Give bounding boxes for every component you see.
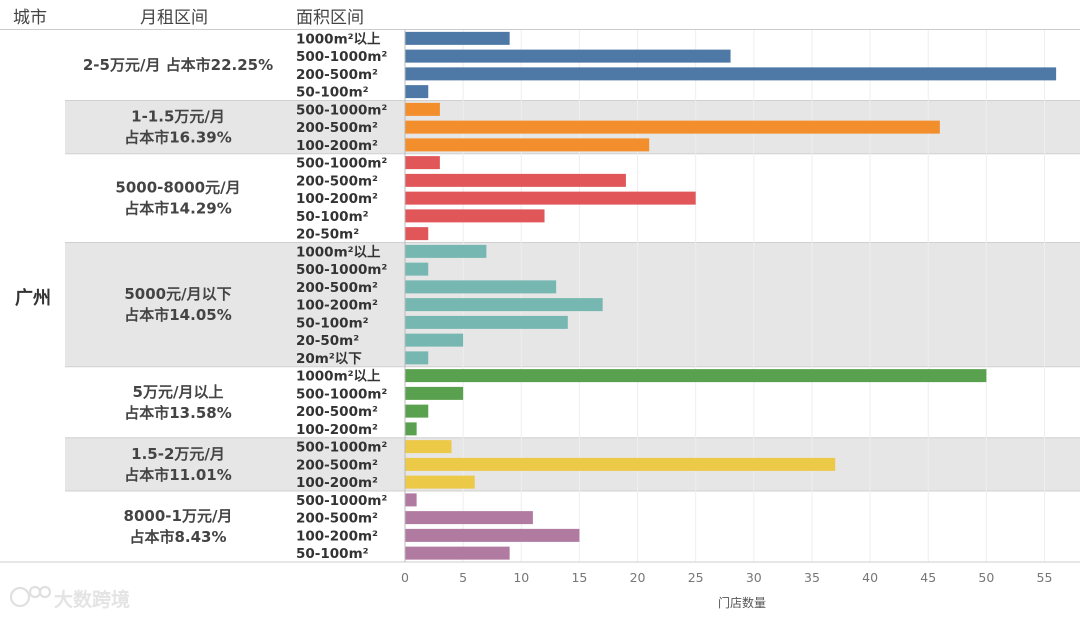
area-label: 500-1000m² bbox=[296, 262, 387, 278]
x-axis-title: 门店数量 bbox=[718, 595, 766, 610]
rent-group-label: 5万元/月以上 bbox=[133, 383, 224, 401]
x-tick-label: 15 bbox=[571, 570, 587, 585]
area-label: 20-50m² bbox=[296, 333, 359, 349]
area-label: 100-200m² bbox=[296, 422, 378, 438]
rent-group-label: 5000元/月以下 bbox=[124, 285, 231, 303]
bars bbox=[405, 31, 1057, 560]
bar bbox=[405, 173, 626, 187]
rent-group-label: 2-5万元/月 占本市22.25% bbox=[83, 56, 273, 74]
area-label: 50-100m² bbox=[296, 85, 369, 101]
bar bbox=[405, 404, 429, 418]
bar bbox=[405, 386, 464, 400]
bar bbox=[405, 369, 987, 383]
rent-group-label: 占本市8.43% bbox=[129, 528, 226, 546]
bar bbox=[405, 528, 580, 542]
x-tick-label: 0 bbox=[401, 570, 409, 585]
rent-group-label: 5000-8000元/月 bbox=[115, 179, 240, 197]
area-label: 200-500m² bbox=[296, 67, 378, 83]
bar bbox=[405, 227, 429, 241]
x-tick-label: 55 bbox=[1037, 570, 1053, 585]
x-tick-label: 40 bbox=[862, 570, 878, 585]
x-tick-label: 35 bbox=[804, 570, 820, 585]
area-label: 500-1000m² bbox=[296, 493, 387, 509]
area-label: 100-200m² bbox=[296, 191, 378, 207]
bar bbox=[405, 102, 440, 116]
watermark-text: 大数跨境 bbox=[54, 588, 130, 611]
bar bbox=[405, 120, 940, 134]
area-label: 50-100m² bbox=[296, 209, 369, 225]
x-tick-label: 25 bbox=[688, 570, 704, 585]
area-label: 1000m²以上 bbox=[296, 31, 381, 47]
area-label: 100-200m² bbox=[296, 298, 378, 314]
bar bbox=[405, 298, 603, 312]
area-label: 1000m²以上 bbox=[296, 244, 381, 260]
area-label: 500-1000m² bbox=[296, 49, 387, 65]
bar bbox=[405, 67, 1057, 81]
rent-group-label: 占本市11.01% bbox=[124, 466, 231, 484]
area-label: 500-1000m² bbox=[296, 440, 387, 456]
rent-group-label: 8000-1万元/月 bbox=[124, 507, 233, 525]
bar bbox=[405, 138, 650, 152]
area-label: 500-1000m² bbox=[296, 386, 387, 402]
bar bbox=[405, 457, 836, 471]
area-label: 20m²以下 bbox=[296, 351, 362, 367]
bar bbox=[405, 49, 731, 63]
rent-group-label: 占本市14.05% bbox=[124, 306, 231, 324]
city-label: 广州 bbox=[15, 287, 51, 309]
x-tick-label: 30 bbox=[746, 570, 762, 585]
bar bbox=[405, 511, 533, 525]
bar bbox=[405, 209, 545, 223]
row-labels: 2-5万元/月 占本市22.25%1000m²以上500-1000m²200-5… bbox=[83, 31, 388, 562]
rent-group-label: 1.5-2万元/月 bbox=[131, 445, 225, 463]
bar bbox=[405, 333, 464, 347]
area-label: 500-1000m² bbox=[296, 156, 387, 172]
x-tick-label: 5 bbox=[459, 570, 467, 585]
x-gridlines bbox=[404, 29, 1045, 562]
bar bbox=[405, 280, 557, 294]
x-tick-label: 20 bbox=[630, 570, 646, 585]
bar bbox=[405, 351, 429, 365]
bar bbox=[405, 422, 417, 436]
area-label: 500-1000m² bbox=[296, 102, 387, 118]
watermark-logo: 大数跨境 bbox=[9, 585, 130, 611]
area-label: 1000m²以上 bbox=[296, 369, 381, 385]
header-city: 城市 bbox=[13, 8, 47, 28]
header-area: 面积区间 bbox=[296, 8, 364, 28]
rent-group-label: 1-1.5万元/月 bbox=[131, 108, 225, 126]
bar bbox=[405, 191, 696, 205]
area-label: 200-500m² bbox=[296, 120, 378, 136]
x-tick-label: 10 bbox=[513, 570, 529, 585]
x-axis: 0 5 10 15 20 25 30 35 40 45 50 55 bbox=[0, 29, 1080, 585]
area-label: 200-500m² bbox=[296, 404, 378, 420]
area-label: 100-200m² bbox=[296, 475, 378, 491]
area-label: 100-200m² bbox=[296, 528, 378, 544]
bar bbox=[405, 475, 475, 489]
bar bbox=[405, 440, 452, 454]
rent-group-label: 占本市13.58% bbox=[124, 404, 231, 422]
watermark-icon bbox=[9, 585, 52, 608]
bar bbox=[405, 31, 510, 45]
area-label: 200-500m² bbox=[296, 511, 378, 527]
area-label: 200-500m² bbox=[296, 457, 378, 473]
area-label: 200-500m² bbox=[296, 280, 378, 296]
rent-group-label: 占本市14.29% bbox=[124, 200, 231, 218]
x-tick-label: 50 bbox=[978, 570, 994, 585]
area-label: 200-500m² bbox=[296, 173, 378, 189]
bar bbox=[405, 262, 429, 276]
area-label: 100-200m² bbox=[296, 138, 378, 154]
bar bbox=[405, 244, 487, 258]
area-label: 20-50m² bbox=[296, 227, 359, 243]
bar bbox=[405, 546, 510, 560]
bar bbox=[405, 493, 417, 507]
bar bbox=[405, 315, 568, 329]
area-label: 50-100m² bbox=[296, 546, 369, 562]
rent-group-label: 占本市16.39% bbox=[124, 129, 231, 147]
bar bbox=[405, 85, 429, 99]
bar bbox=[405, 156, 440, 170]
area-label: 50-100m² bbox=[296, 315, 369, 331]
x-tick-label: 45 bbox=[920, 570, 936, 585]
header-rent: 月租区间 bbox=[140, 8, 208, 28]
